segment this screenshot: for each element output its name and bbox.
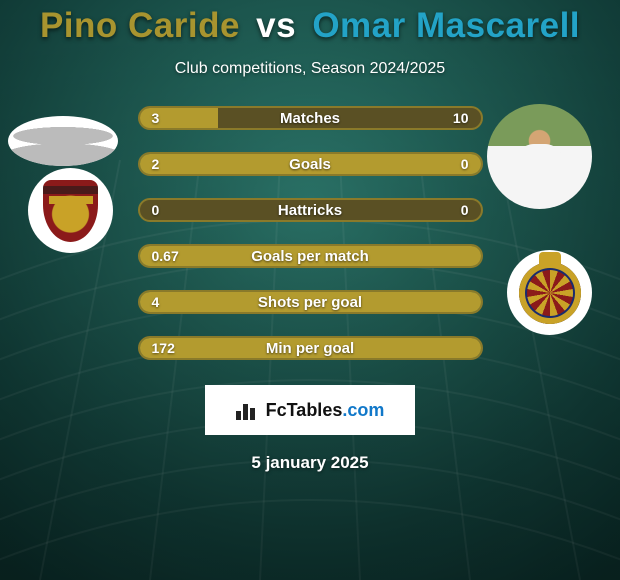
player1-club-logo bbox=[28, 168, 113, 253]
stat-value-left: 0.67 bbox=[152, 246, 179, 266]
vs-separator: vs bbox=[256, 6, 296, 45]
stats-area: Matches310Goals20Hattricks00Goals per ma… bbox=[0, 106, 620, 360]
stat-row: Hattricks0 0 bbox=[138, 198, 483, 222]
stat-row: Goals2 0 bbox=[138, 152, 483, 176]
subtitle: Club competitions, Season 2024/2025 bbox=[175, 60, 445, 78]
stat-value-left: 2 bbox=[152, 154, 160, 174]
brand-tld: .com bbox=[342, 400, 384, 420]
brand-icon bbox=[236, 400, 262, 420]
stat-value-left: 3 bbox=[152, 108, 160, 128]
stat-label: Matches bbox=[140, 108, 481, 128]
stat-label: Hattricks bbox=[140, 200, 481, 220]
stat-label: Goals bbox=[140, 154, 481, 174]
stat-label: Shots per goal bbox=[140, 292, 481, 312]
comparison-title: Pino Caride vs Omar Mascarell bbox=[40, 6, 580, 46]
stat-row: Shots per goal4 bbox=[138, 290, 483, 314]
stat-value-right: 0 bbox=[461, 154, 469, 174]
stat-row: Min per goal172 bbox=[138, 336, 483, 360]
stat-value-left: 4 bbox=[152, 292, 160, 312]
stat-value-left: 172 bbox=[152, 338, 175, 358]
date-label: 5 january 2025 bbox=[251, 453, 368, 473]
brand-text: FcTables.com bbox=[266, 400, 385, 421]
stat-label: Min per goal bbox=[140, 338, 481, 358]
player2-club-logo bbox=[507, 250, 592, 335]
player2-name: Omar Mascarell bbox=[312, 6, 580, 45]
stat-row: Matches3 10 bbox=[138, 106, 483, 130]
brand-name: FcTables bbox=[266, 400, 343, 420]
stat-label: Goals per match bbox=[140, 246, 481, 266]
player2-avatar bbox=[487, 104, 592, 209]
player1-name: Pino Caride bbox=[40, 6, 240, 45]
player1-avatar bbox=[8, 116, 118, 166]
brand-badge: FcTables.com bbox=[205, 385, 415, 435]
stat-value-left: 0 bbox=[152, 200, 160, 220]
stat-value-right: 0 bbox=[461, 200, 469, 220]
stat-row: Goals per match0.67 bbox=[138, 244, 483, 268]
stat-bars: Matches310Goals20Hattricks00Goals per ma… bbox=[138, 106, 483, 360]
stat-value-right: 10 bbox=[453, 108, 469, 128]
